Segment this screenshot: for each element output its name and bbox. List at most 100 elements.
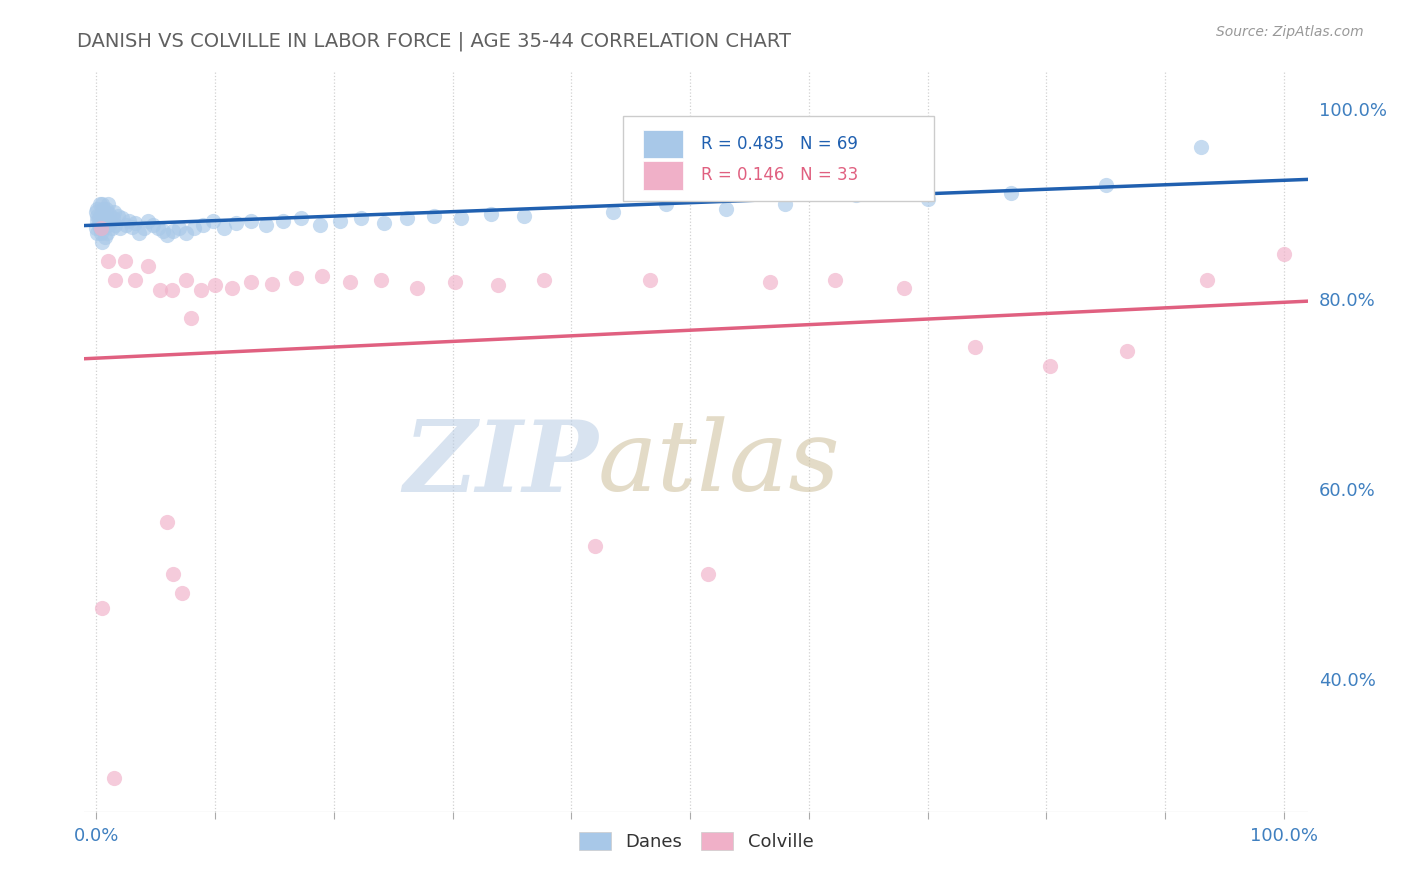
Point xyxy=(893,281,915,295)
Point xyxy=(696,567,718,582)
Point xyxy=(162,283,184,297)
Point xyxy=(290,211,312,226)
Point xyxy=(271,214,294,228)
Point xyxy=(93,211,115,226)
Point xyxy=(225,216,247,230)
Point xyxy=(149,283,172,297)
Point xyxy=(104,273,127,287)
Point xyxy=(100,221,122,235)
Point xyxy=(96,211,118,226)
Point xyxy=(444,275,467,289)
Point xyxy=(311,269,333,284)
Point xyxy=(94,218,117,232)
Point xyxy=(108,221,131,235)
Point xyxy=(100,216,122,230)
Point xyxy=(104,218,127,232)
FancyBboxPatch shape xyxy=(623,116,935,201)
Point xyxy=(90,226,112,240)
Point xyxy=(91,235,114,250)
Point xyxy=(138,214,160,228)
Point xyxy=(824,273,846,287)
Point xyxy=(176,273,198,287)
Point xyxy=(602,204,624,219)
Point xyxy=(142,218,165,232)
Point xyxy=(479,207,502,221)
Point xyxy=(118,214,141,228)
Point xyxy=(533,273,555,287)
Point xyxy=(1039,359,1062,373)
Text: atlas: atlas xyxy=(598,416,841,511)
Point xyxy=(1094,178,1116,193)
Point xyxy=(124,216,146,230)
Point xyxy=(101,211,124,226)
Point xyxy=(486,277,509,292)
Point xyxy=(111,211,134,226)
Point xyxy=(90,207,112,221)
Point xyxy=(284,271,307,285)
Point xyxy=(758,275,780,289)
Legend: Danes, Colville: Danes, Colville xyxy=(571,824,821,858)
Point xyxy=(90,221,112,235)
Point xyxy=(103,772,125,786)
Point xyxy=(350,211,373,225)
Point xyxy=(370,273,392,287)
Point xyxy=(214,221,236,235)
Point xyxy=(176,226,198,240)
Point xyxy=(156,227,179,242)
Point xyxy=(239,214,262,228)
Point xyxy=(308,218,330,232)
Point xyxy=(86,214,108,228)
Point xyxy=(239,275,262,289)
Point xyxy=(339,275,361,289)
Point xyxy=(396,211,419,226)
Text: R = 0.485   N = 69: R = 0.485 N = 69 xyxy=(700,136,858,153)
Point xyxy=(204,277,226,292)
Point xyxy=(86,226,108,240)
Point xyxy=(86,209,108,223)
Point xyxy=(162,567,184,582)
Point xyxy=(107,209,129,223)
Point xyxy=(1000,186,1022,200)
Point xyxy=(97,254,120,268)
Point xyxy=(845,187,868,202)
Point xyxy=(87,218,110,232)
Point xyxy=(190,283,212,297)
Point xyxy=(89,197,111,211)
Point xyxy=(91,216,114,230)
Point xyxy=(1195,273,1218,287)
Point xyxy=(91,600,114,615)
Point xyxy=(169,221,191,235)
Point xyxy=(132,221,155,235)
Point xyxy=(138,259,160,273)
Point xyxy=(91,197,114,211)
Point xyxy=(162,224,184,238)
Point xyxy=(1116,344,1139,359)
Point xyxy=(152,224,174,238)
Point xyxy=(114,254,136,268)
Point xyxy=(94,202,117,216)
Point xyxy=(638,273,661,287)
Point xyxy=(103,204,125,219)
Point xyxy=(121,220,143,235)
Point xyxy=(1272,246,1295,260)
Point xyxy=(97,197,120,211)
Point xyxy=(329,214,352,228)
Point xyxy=(89,221,111,235)
Point xyxy=(128,226,150,240)
Point xyxy=(655,197,678,211)
Text: DANISH VS COLVILLE IN LABOR FORCE | AGE 35-44 CORRELATION CHART: DANISH VS COLVILLE IN LABOR FORCE | AGE … xyxy=(77,31,792,51)
Point xyxy=(98,207,121,221)
Point xyxy=(201,214,224,228)
Point xyxy=(156,515,179,529)
Point xyxy=(93,202,115,216)
Point xyxy=(96,226,118,240)
Point xyxy=(93,221,115,235)
Point xyxy=(450,211,472,226)
Point xyxy=(86,202,108,216)
Point xyxy=(773,197,796,211)
Point xyxy=(124,273,146,287)
Text: Source: ZipAtlas.com: Source: ZipAtlas.com xyxy=(1216,25,1364,39)
Point xyxy=(963,340,986,354)
Point xyxy=(221,281,243,295)
Point xyxy=(714,202,737,216)
